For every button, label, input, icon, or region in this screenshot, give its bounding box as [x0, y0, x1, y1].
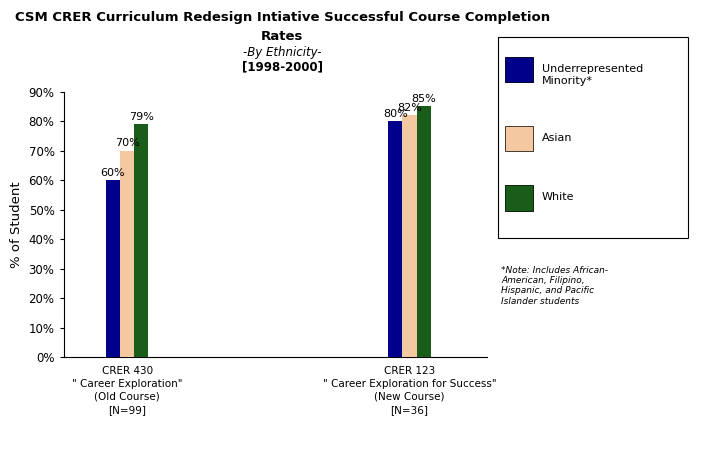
Bar [106, 180, 120, 357]
Bar [388, 121, 402, 357]
Text: Underrepresented
Minority*: Underrepresented Minority* [542, 64, 642, 86]
Bar [120, 151, 134, 357]
Text: -By Ethnicity-: -By Ethnicity- [243, 46, 322, 59]
Bar [134, 124, 148, 357]
Bar [402, 115, 417, 357]
Text: Asian: Asian [542, 133, 572, 143]
Text: White: White [542, 192, 574, 202]
Text: *Note: Includes African-
American, Filipino,
Hispanic, and Pacific
Islander stud: *Note: Includes African- American, Filip… [501, 266, 609, 306]
Text: 70%: 70% [114, 138, 140, 148]
Y-axis label: % of Student: % of Student [10, 181, 23, 268]
Text: 80%: 80% [383, 109, 408, 119]
Text: 85%: 85% [411, 94, 436, 104]
Bar [417, 106, 431, 357]
Text: CSM CRER Curriculum Redesign Intiative Successful Course Completion: CSM CRER Curriculum Redesign Intiative S… [15, 11, 550, 24]
Text: 79%: 79% [128, 112, 154, 122]
Text: [1998-2000]: [1998-2000] [242, 60, 323, 73]
Text: 60%: 60% [101, 168, 125, 178]
Text: 82%: 82% [397, 103, 422, 113]
Text: Rates: Rates [261, 30, 304, 43]
